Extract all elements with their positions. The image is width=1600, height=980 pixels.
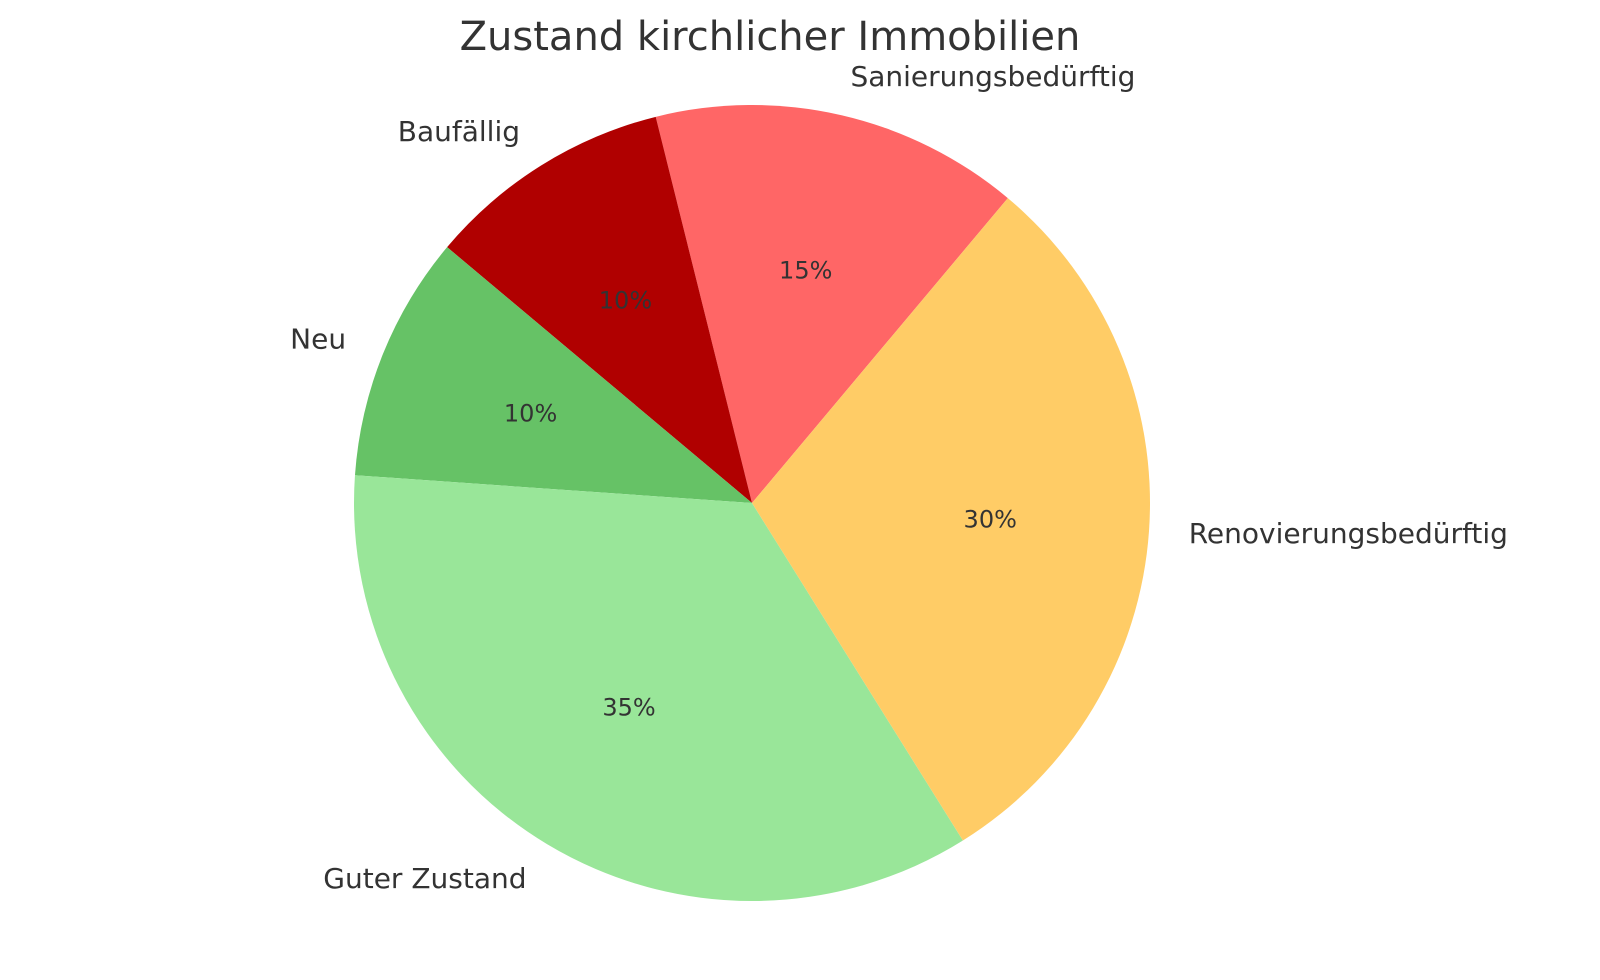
category-label-sanierungsbeduerftig: Sanierungsbedürftig — [850, 60, 1135, 93]
pie-slice-baufaellig — [447, 116, 752, 503]
category-label-guter-zustand: Guter Zustand — [323, 862, 526, 895]
category-label-renovierungsbeduerftig: Renovierungsbedürftig — [1189, 517, 1508, 550]
pct-label-renovierungsbeduerftig: 30% — [964, 506, 1017, 534]
pct-label-guter-zustand: 35% — [602, 694, 655, 722]
category-label-baufaellig: Baufällig — [398, 115, 520, 148]
category-labels: Sanierungsbedürftig Baufällig Neu Guter Zus… — [290, 60, 1508, 895]
chart-title: Zustand kirchlicher Immobilien — [460, 14, 1081, 60]
pie-slice-guter-zustand — [354, 475, 963, 901]
pie-slice-neu — [354, 247, 752, 503]
pct-label-sanierungsbeduerftig: 15% — [779, 256, 832, 284]
category-label-neu: Neu — [290, 323, 346, 356]
pct-label-baufaellig: 10% — [599, 286, 652, 314]
pct-label-neu: 10% — [504, 400, 557, 428]
pie-slices — [354, 104, 1151, 901]
pie-slice-sanierungsbeduerftig — [655, 104, 1008, 503]
percentage-labels: 15% 10% 10% 35% 30% — [504, 256, 1017, 721]
pie-slice-renovierungsbeduerftig — [752, 198, 1151, 841]
